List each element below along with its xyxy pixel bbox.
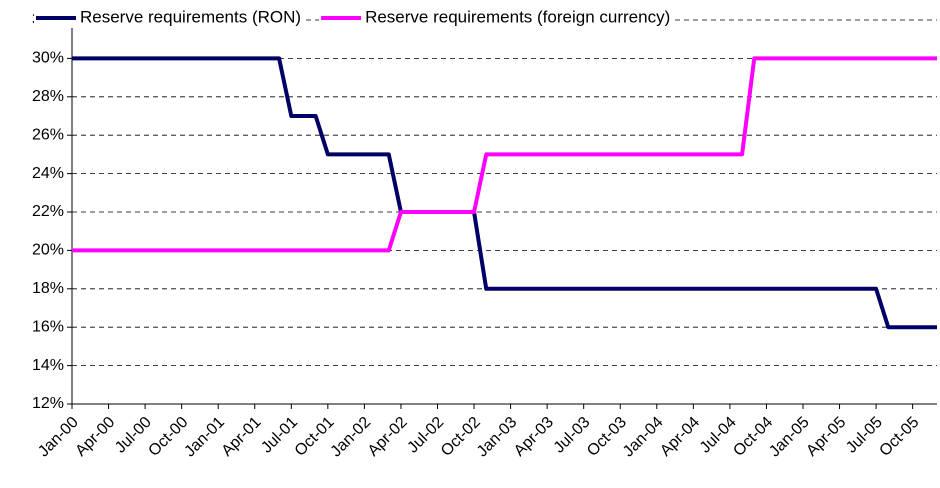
y-tick-label: 22% [32,203,64,220]
legend-bg [319,8,675,28]
y-tick-label: 24% [32,165,64,182]
y-tick-label: 12% [32,395,64,412]
x-tick-label: Apr-04 [657,414,703,460]
x-tick-label: Jan-00 [35,414,82,461]
y-tick-label: 16% [32,318,64,335]
legend-label: Reserve requirements (RON) [80,7,301,26]
x-tick-label: Apr-01 [219,414,265,460]
y-tick-label: 14% [32,357,64,374]
x-tick-label: Jan-03 [474,414,521,461]
x-tick-label: Oct-05 [876,414,922,460]
series-line [72,56,937,330]
y-tick-label: 20% [32,242,64,259]
y-tick-label: 26% [32,126,64,143]
x-tick-label: Apr-05 [803,414,849,460]
y-tick-label: 18% [32,280,64,297]
x-tick-label: Apr-03 [511,414,557,460]
y-tick-label: 30% [32,50,64,67]
x-tick-label: Jan-04 [620,414,667,461]
x-tick-label: Jan-01 [181,414,228,461]
series-line [72,56,937,253]
legend-label: Reserve requirements (foreign currency) [365,7,670,26]
legend-bg [34,8,306,28]
x-tick-label: Jan-05 [766,414,813,461]
y-tick-label: 28% [32,88,64,105]
x-tick-label: Apr-00 [72,414,118,460]
x-tick-label: Jan-02 [328,414,375,461]
legend: Reserve requirements (RON) Reserve requir… [34,7,675,28]
x-tick-label: Apr-02 [365,414,411,460]
